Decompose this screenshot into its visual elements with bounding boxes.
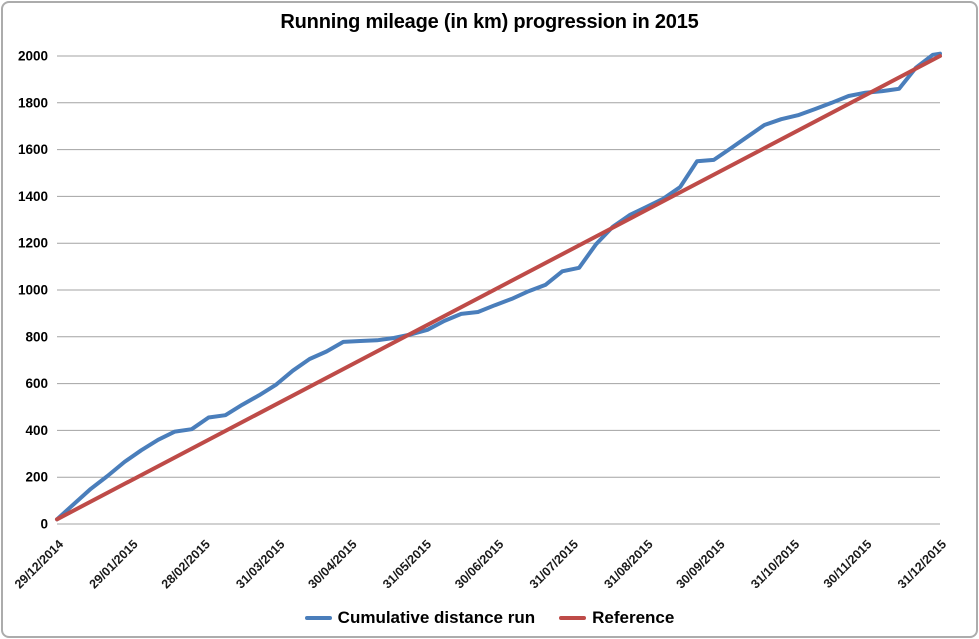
- x-tick-label: 30/11/2015: [821, 537, 875, 591]
- legend-line-swatch-blue: [304, 616, 332, 620]
- legend-item-reference: Reference: [559, 608, 674, 628]
- y-tick-label: 1000: [18, 283, 48, 298]
- legend-item-cumulative-distance-run: Cumulative distance run: [304, 608, 536, 628]
- legend-line-swatch-red: [559, 616, 587, 620]
- x-tick-label: 30/09/2015: [674, 537, 728, 591]
- y-tick-label: 2000: [18, 49, 48, 64]
- x-tick-label: 31/03/2015: [233, 537, 287, 591]
- chart-title: Running mileage (in km) progression in 2…: [280, 11, 699, 33]
- x-tick-label: 29/01/2015: [87, 537, 141, 591]
- x-tick-label: 31/05/2015: [380, 537, 434, 591]
- y-tick-label: 0: [40, 517, 48, 532]
- x-tick-label: 30/06/2015: [452, 537, 506, 591]
- legend-label-cumulative-distance-run: Cumulative distance run: [337, 608, 536, 627]
- y-tick-label: 1800: [18, 95, 48, 110]
- y-tick-label: 800: [25, 329, 48, 344]
- x-tick-label: 30/04/2015: [305, 537, 359, 591]
- x-tick-label: 31/08/2015: [601, 537, 655, 591]
- x-tick-label: 31/07/2015: [527, 537, 581, 591]
- y-tick-label: 400: [25, 423, 48, 438]
- series-line-reference: [55, 54, 942, 522]
- y-tick-label: 600: [25, 376, 48, 391]
- y-tick-label: 1600: [18, 142, 48, 157]
- y-tick-label: 200: [25, 470, 48, 485]
- x-tick-label: 31/12/2015: [895, 537, 949, 591]
- legend-label-reference: Reference: [592, 608, 675, 627]
- x-tick-label: 29/12/2014: [12, 537, 66, 591]
- x-tick-label: 28/02/2015: [159, 537, 213, 591]
- y-tick-label: 1200: [18, 236, 48, 251]
- series-line-cumulative-distance-run: [55, 51, 942, 522]
- y-tick-label: 1400: [18, 189, 48, 204]
- x-tick-label: 31/10/2015: [748, 537, 802, 591]
- legend: Cumulative distance run Reference: [0, 608, 979, 628]
